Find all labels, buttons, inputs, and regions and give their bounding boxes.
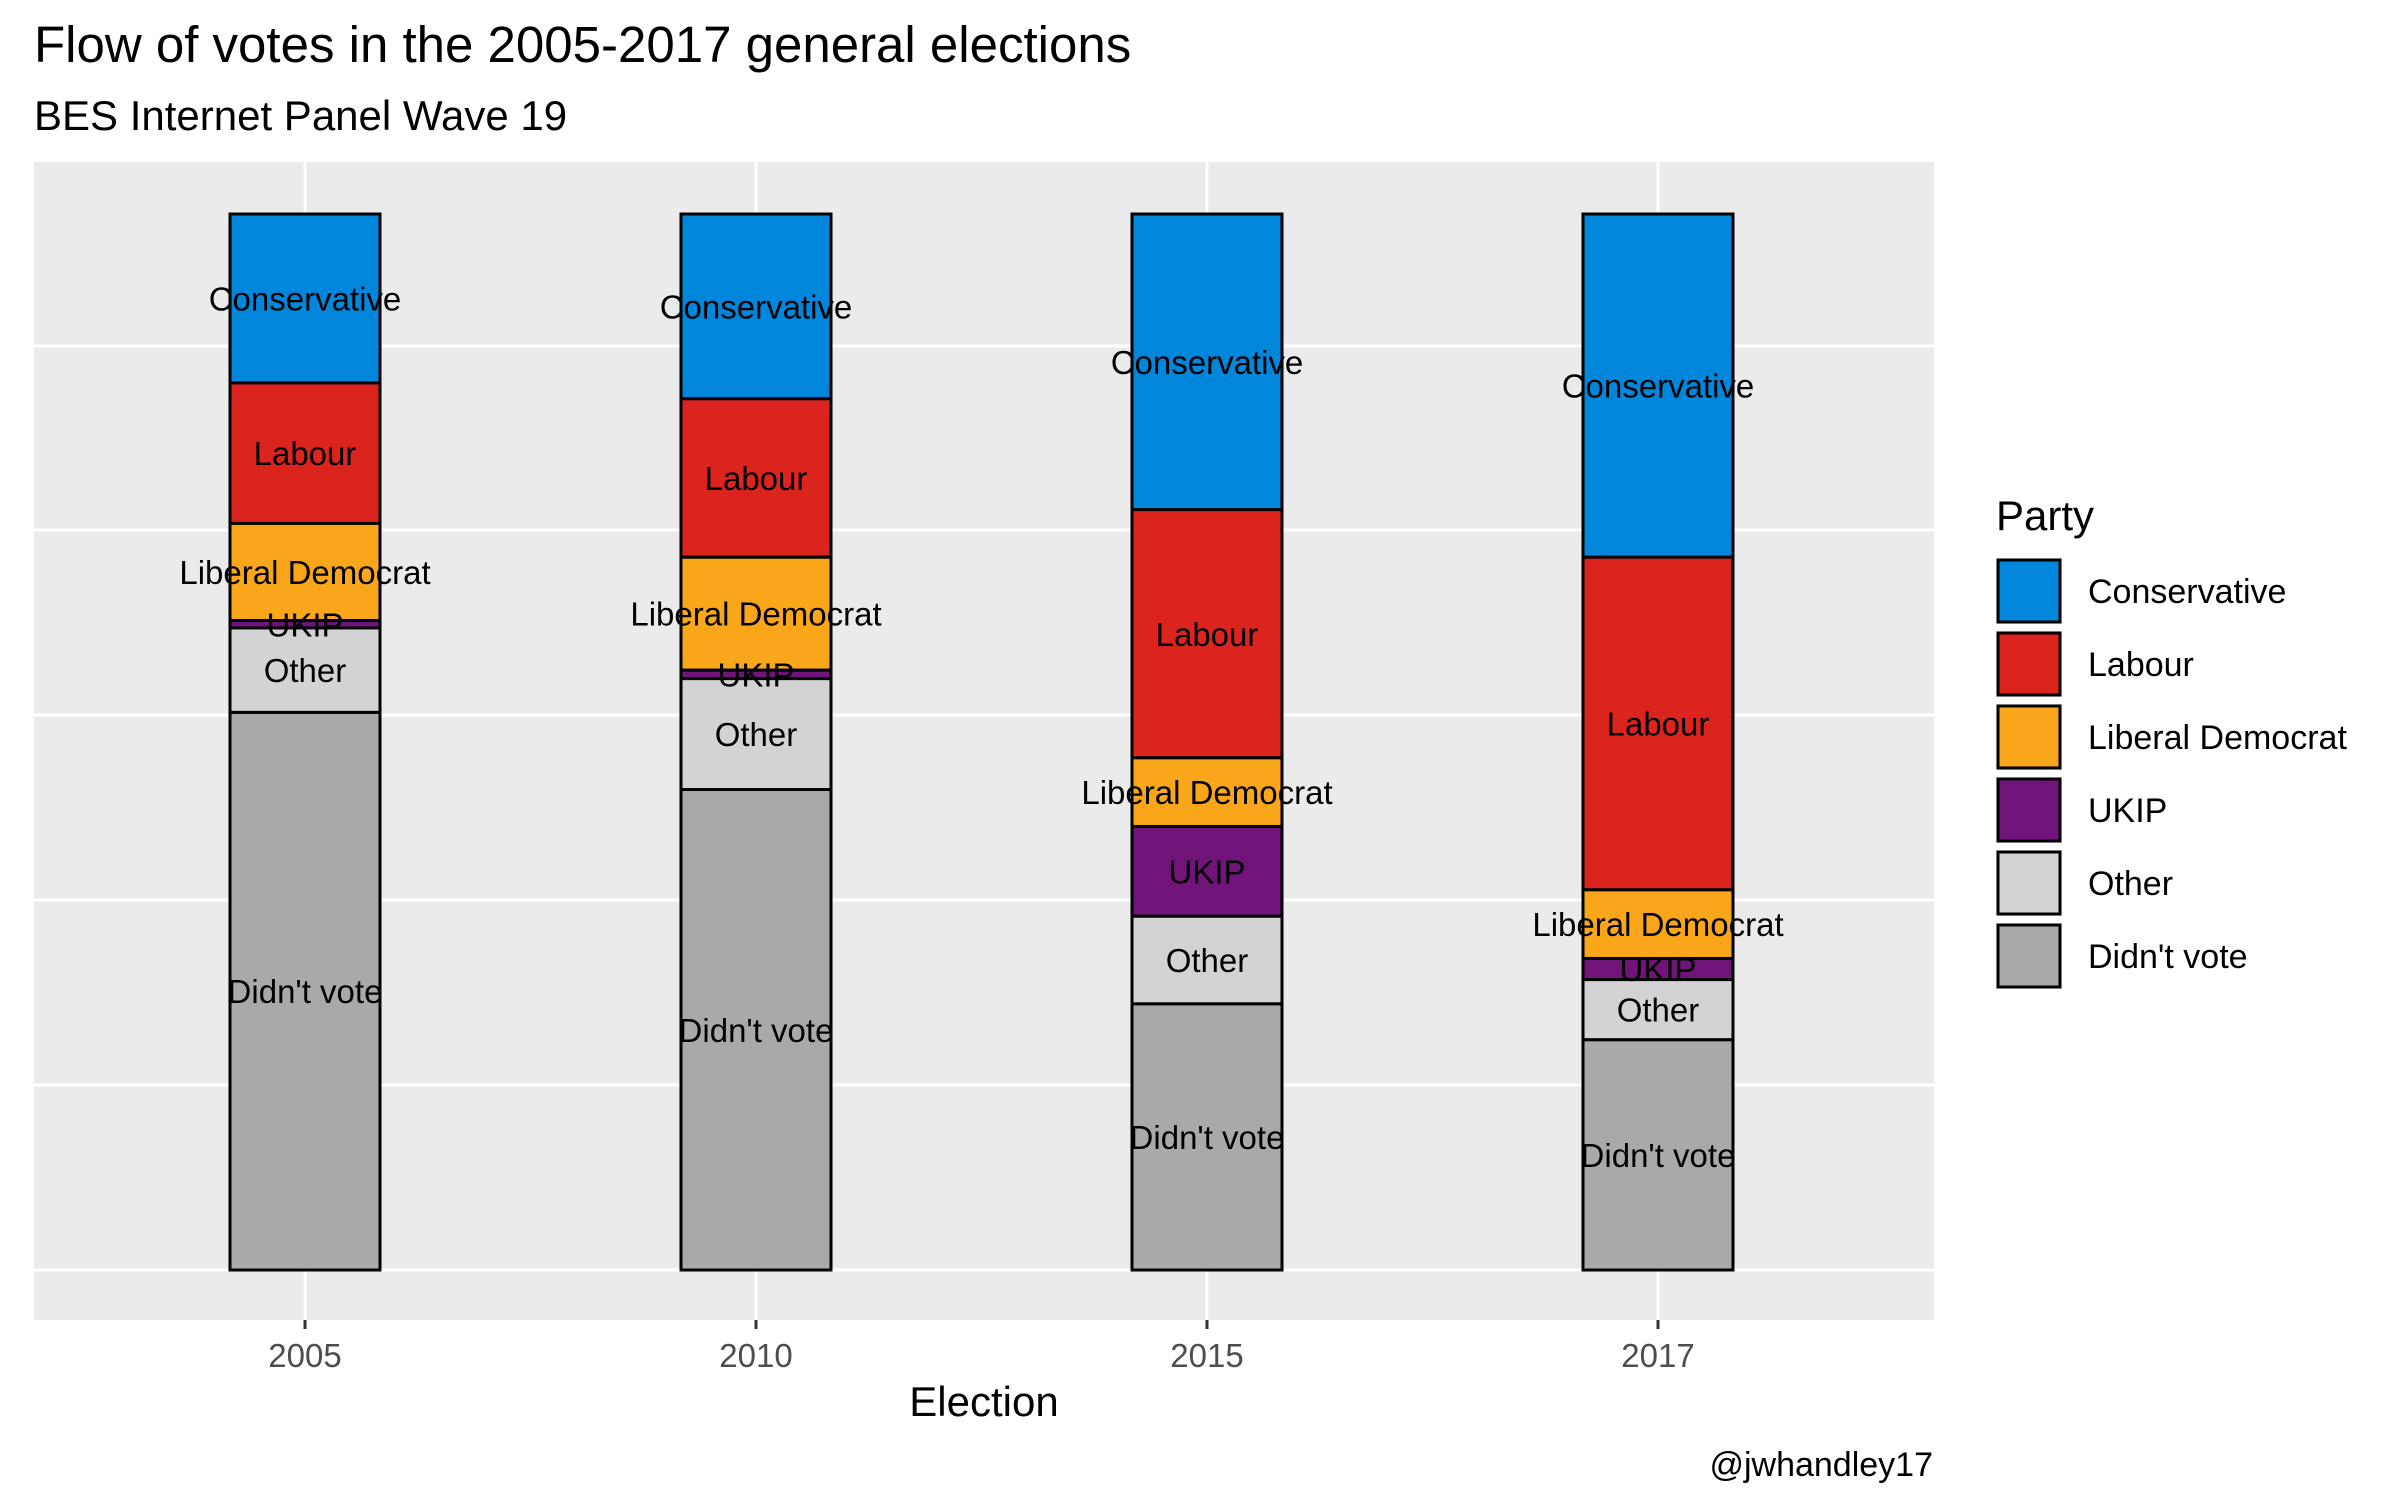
bar-segment-2017-conservative [1581, 212, 1735, 559]
x-tick-label: 2005 [268, 1337, 341, 1374]
x-axis-title: Election [909, 1378, 1058, 1425]
legend-key [1996, 631, 2062, 697]
bar-segment-2010-conservative [679, 212, 833, 401]
legend-title: Party [1996, 492, 2094, 539]
segment-label: Didn't vote [1581, 1137, 1736, 1174]
legend-label: Didn't vote [2088, 938, 2248, 976]
chart-subtitle: BES Internet Panel Wave 19 [34, 92, 567, 139]
chart-title: Flow of votes in the 2005-2017 general e… [34, 16, 1131, 73]
segment-label: Labour [254, 435, 357, 472]
bar-segment-2005-other [228, 626, 382, 714]
bar-segment-2017-labour [1581, 555, 1735, 892]
legend-label: UKIP [2088, 792, 2167, 830]
segment-label: Other [1617, 992, 1700, 1029]
legend-key [1996, 850, 2062, 916]
legend-label: Conservative [2088, 573, 2286, 611]
segment-label: Conservative [209, 280, 402, 317]
x-tick-label: 2015 [1170, 1337, 1243, 1374]
segment-labels: Conservative Labour Liberal Democrat UKIP Ot… [179, 280, 1783, 1173]
segment-label: Didn't vote [679, 1012, 834, 1049]
bar-segment-2005-liberal-democrat [228, 521, 382, 623]
x-tick-label: 2017 [1621, 1337, 1694, 1374]
bar-segment-2010-liberal-democrat [679, 555, 833, 672]
segment-label: UKIP [266, 606, 343, 643]
bar-segment-2010-other [679, 677, 833, 792]
legend: Party Conservative Labour Liberal Democrat… [1996, 492, 2347, 989]
segment-label: Didn't vote [1130, 1119, 1285, 1156]
segment-label: Other [264, 652, 347, 689]
segment-label: Conservative [1562, 368, 1755, 405]
segment-label: Other [715, 716, 798, 753]
segment-label: Other [1166, 942, 1249, 979]
legend-label: Labour [2088, 646, 2194, 684]
segment-label: UKIP [717, 656, 794, 693]
bar-segment-2017-liberal-democrat [1581, 888, 1735, 960]
segment-label: Liberal Democrat [630, 596, 881, 633]
bar-segment-2017-didn-t-vote [1581, 1038, 1735, 1272]
legend-label: Liberal Democrat [2088, 719, 2347, 757]
bar-segment-2015-conservative [1130, 212, 1284, 512]
legend-label: Other [2088, 865, 2173, 903]
segment-label: Labour [705, 460, 808, 497]
segment-label: Labour [1607, 706, 1710, 743]
bar-segment-2017-other [1581, 978, 1735, 1042]
bar-segment-2010-didn-t-vote [679, 788, 833, 1272]
legend-key [1996, 777, 2062, 843]
segment-label: Liberal Democrat [1532, 906, 1783, 943]
segment-label: Conservative [660, 288, 853, 325]
bar-segment-2015-other [1130, 914, 1284, 1006]
legend-key [1996, 704, 2062, 770]
segment-label: Liberal Democrat [179, 554, 430, 591]
caption: @jwhandley17 [1709, 1446, 1933, 1484]
legend-key [1996, 558, 2062, 624]
legend-key [1996, 923, 2062, 989]
x-axis: 2005 2010 2015 2017 [268, 1320, 1695, 1374]
bar-segment-2015-didn-t-vote [1130, 1002, 1284, 1272]
segment-label: Liberal Democrat [1081, 774, 1332, 811]
bars [228, 212, 1735, 1272]
segment-label: Conservative [1111, 344, 1304, 381]
segment-label: Didn't vote [228, 973, 383, 1010]
segment-label: Labour [1156, 616, 1259, 653]
bar-segment-2005-didn-t-vote [228, 710, 382, 1272]
segment-label: UKIP [1619, 951, 1696, 988]
x-tick-label: 2010 [719, 1337, 792, 1374]
bar-segment-2005-conservative [228, 212, 382, 385]
segment-label: UKIP [1168, 853, 1245, 890]
